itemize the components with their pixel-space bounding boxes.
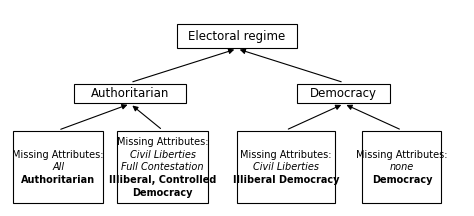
FancyBboxPatch shape xyxy=(118,131,208,203)
Text: Civil Liberties: Civil Liberties xyxy=(130,149,196,160)
FancyBboxPatch shape xyxy=(363,131,441,203)
Text: Missing Attributes:: Missing Attributes: xyxy=(240,149,331,160)
Text: Democracy: Democracy xyxy=(132,188,193,198)
FancyBboxPatch shape xyxy=(237,131,335,203)
Text: Electoral regime: Electoral regime xyxy=(188,30,286,43)
Text: Full Contestation: Full Contestation xyxy=(121,162,204,172)
Text: Democracy: Democracy xyxy=(310,87,377,100)
Text: All: All xyxy=(52,162,64,172)
FancyBboxPatch shape xyxy=(297,84,390,103)
FancyBboxPatch shape xyxy=(13,131,103,203)
Text: Illiberal, Controlled: Illiberal, Controlled xyxy=(109,175,216,185)
FancyBboxPatch shape xyxy=(74,84,186,103)
Text: Authoritarian: Authoritarian xyxy=(21,175,95,185)
Text: Missing Attributes:: Missing Attributes: xyxy=(117,137,209,147)
Text: Democracy: Democracy xyxy=(372,175,432,185)
Text: Missing Attributes:: Missing Attributes: xyxy=(356,149,447,160)
Text: Authoritarian: Authoritarian xyxy=(91,87,169,100)
Text: Civil Liberties: Civil Liberties xyxy=(253,162,319,172)
FancyBboxPatch shape xyxy=(177,24,297,48)
Text: Missing Attributes:: Missing Attributes: xyxy=(12,149,104,160)
Text: none: none xyxy=(390,162,414,172)
Text: Illiberal Democracy: Illiberal Democracy xyxy=(233,175,339,185)
